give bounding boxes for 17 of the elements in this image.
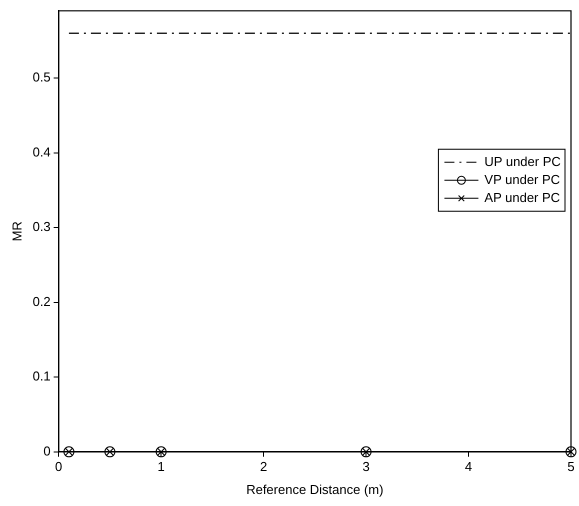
y-axis-title: MR: [9, 221, 24, 242]
x-tick-label: 5: [567, 459, 575, 474]
legend-label: VP under PC: [484, 172, 560, 187]
y-tick-label: 0.4: [32, 144, 51, 160]
x-tick-label: 2: [260, 459, 268, 474]
x-axis-title: Reference Distance (m): [246, 482, 384, 497]
x-tick-label: 1: [158, 459, 165, 474]
legend-label: UP under PC: [484, 154, 561, 169]
x-tick-label: 3: [362, 459, 370, 474]
y-tick-label: 0.5: [32, 70, 51, 85]
y-tick-label: 0.2: [32, 294, 51, 309]
y-tick-label: 0: [43, 443, 51, 458]
legend-label: AP under PC: [484, 190, 560, 205]
y-tick-label: 0.1: [32, 368, 51, 384]
x-tick-label: 4: [464, 459, 472, 474]
x-tick-label: 0: [55, 459, 62, 474]
y-tick-label: 0.3: [32, 219, 51, 234]
